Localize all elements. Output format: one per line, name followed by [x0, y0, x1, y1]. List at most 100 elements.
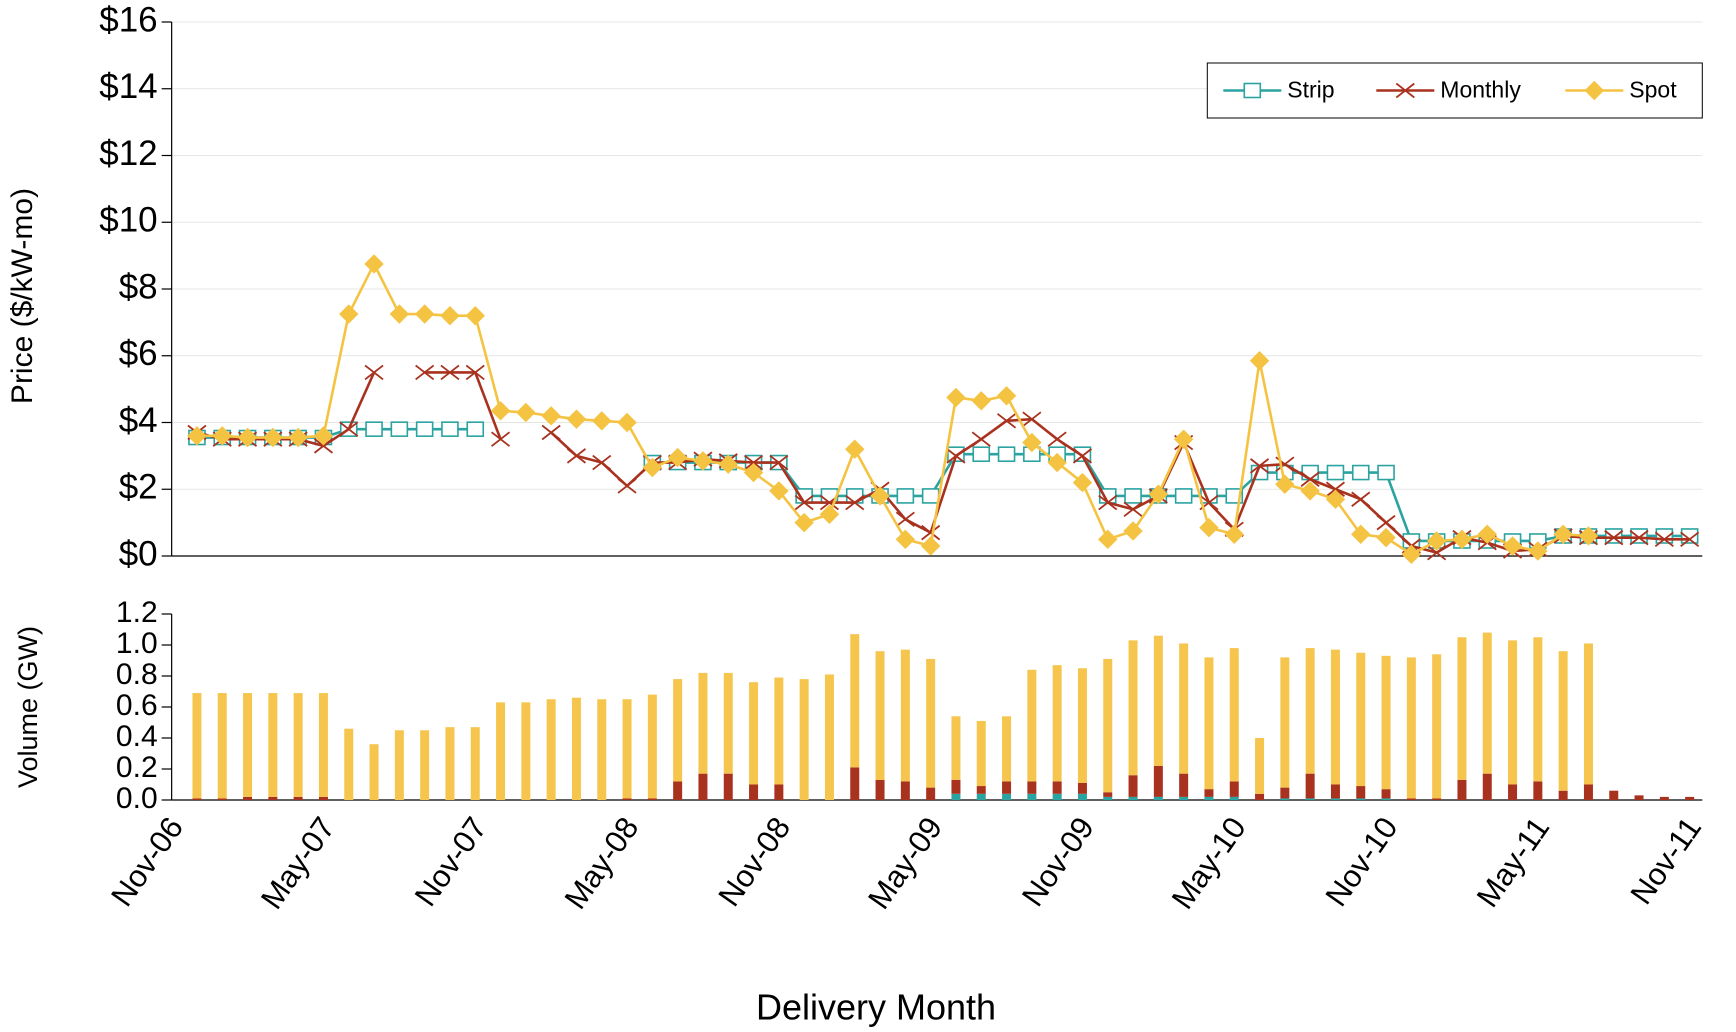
- bar-segment: [1153, 765, 1163, 797]
- marker: [1351, 464, 1370, 481]
- bar-segment: [723, 672, 733, 774]
- marker: [1477, 524, 1497, 545]
- bar-segment: [900, 649, 910, 782]
- marker: [693, 451, 713, 471]
- bar-segment: [1204, 789, 1214, 797]
- y-tick-label: $2: [119, 468, 158, 507]
- bar-segment: [622, 699, 632, 799]
- legend-label: Spot: [1629, 77, 1677, 103]
- marker: [946, 387, 966, 408]
- bar-segment: [1002, 716, 1012, 782]
- marker: [465, 305, 485, 326]
- bar-segment: [647, 798, 657, 800]
- bar-segment: [1305, 798, 1315, 800]
- marker: [592, 454, 612, 471]
- marker: [1124, 488, 1142, 504]
- marker: [566, 409, 587, 429]
- marker: [1325, 489, 1346, 509]
- marker: [1249, 351, 1270, 371]
- marker: [1452, 529, 1472, 550]
- bar-segment: [698, 773, 708, 800]
- bar-segment: [1533, 781, 1543, 800]
- bar-segment: [673, 781, 683, 800]
- bar-segment: [1330, 784, 1340, 799]
- marker: [415, 364, 435, 381]
- bar-segment: [875, 779, 885, 800]
- bar-segment: [369, 744, 379, 800]
- bar-segment: [723, 773, 733, 800]
- bar-segment: [1330, 649, 1340, 785]
- x-axis-title: Delivery Month: [756, 987, 996, 1028]
- marker: [997, 446, 1016, 463]
- bar-segment: [900, 781, 910, 800]
- bar-segment: [344, 728, 354, 800]
- marker: [1629, 529, 1649, 546]
- bar-segment: [318, 796, 328, 800]
- bar-segment: [1204, 796, 1214, 800]
- marker: [743, 454, 764, 471]
- bar-segment: [647, 694, 657, 799]
- marker: [1123, 501, 1143, 517]
- marker: [921, 488, 940, 504]
- marker: [541, 424, 561, 441]
- bar-segment: [1027, 781, 1037, 794]
- marker: [364, 364, 384, 381]
- bar-segment: [850, 767, 860, 800]
- bar-segment: [293, 693, 303, 797]
- y-tick-label: $8: [119, 267, 158, 306]
- y-tick-label: $10: [99, 201, 157, 240]
- marker: [1301, 464, 1319, 481]
- bar-segment: [521, 702, 531, 800]
- bar-segment: [850, 634, 860, 768]
- bar-segment: [1406, 798, 1416, 800]
- marker: [541, 406, 561, 426]
- y-tick-label: $16: [99, 0, 157, 39]
- bar-segment: [243, 693, 253, 797]
- marker: [441, 421, 459, 437]
- bar-segment: [243, 796, 253, 800]
- marker: [895, 529, 916, 550]
- bar-segment: [1229, 781, 1239, 797]
- marker: [1098, 494, 1118, 511]
- bar-segment: [1179, 773, 1189, 797]
- marker: [870, 486, 890, 506]
- marker: [1325, 481, 1346, 497]
- bar-segment: [698, 672, 708, 774]
- legend-label: Strip: [1287, 77, 1334, 103]
- bar-segment: [1128, 640, 1138, 776]
- marker: [1401, 544, 1422, 565]
- bar-segment: [1330, 798, 1340, 800]
- marker: [1072, 448, 1093, 464]
- bar-segment: [1508, 640, 1518, 785]
- legend-marker: [1584, 80, 1605, 101]
- bar-segment: [445, 727, 455, 800]
- marker: [1376, 527, 1396, 548]
- y-axis-title: Price ($/kW-mo): [6, 188, 39, 404]
- marker: [1199, 517, 1219, 538]
- marker: [1578, 526, 1599, 546]
- marker: [667, 447, 688, 468]
- marker: [971, 391, 991, 411]
- bar-segment: [1356, 652, 1366, 787]
- marker: [1275, 474, 1295, 494]
- bar-segment: [1128, 775, 1138, 797]
- bar-segment: [1077, 668, 1087, 783]
- marker: [794, 494, 814, 511]
- marker: [921, 524, 941, 541]
- marker: [390, 421, 409, 437]
- bar-segment: [1558, 651, 1568, 791]
- marker: [1072, 472, 1093, 493]
- bar-segment: [1583, 643, 1593, 785]
- bar-segment: [926, 658, 936, 788]
- bar-segment: [976, 786, 986, 794]
- bar-segment: [1255, 738, 1265, 794]
- marker: [946, 448, 966, 464]
- bar-segment: [926, 787, 936, 800]
- marker: [592, 411, 612, 431]
- bar-segment: [1381, 789, 1391, 799]
- bar-segment: [976, 793, 986, 800]
- marker: [896, 488, 915, 504]
- marker: [490, 401, 511, 421]
- bar-segment: [1179, 796, 1189, 800]
